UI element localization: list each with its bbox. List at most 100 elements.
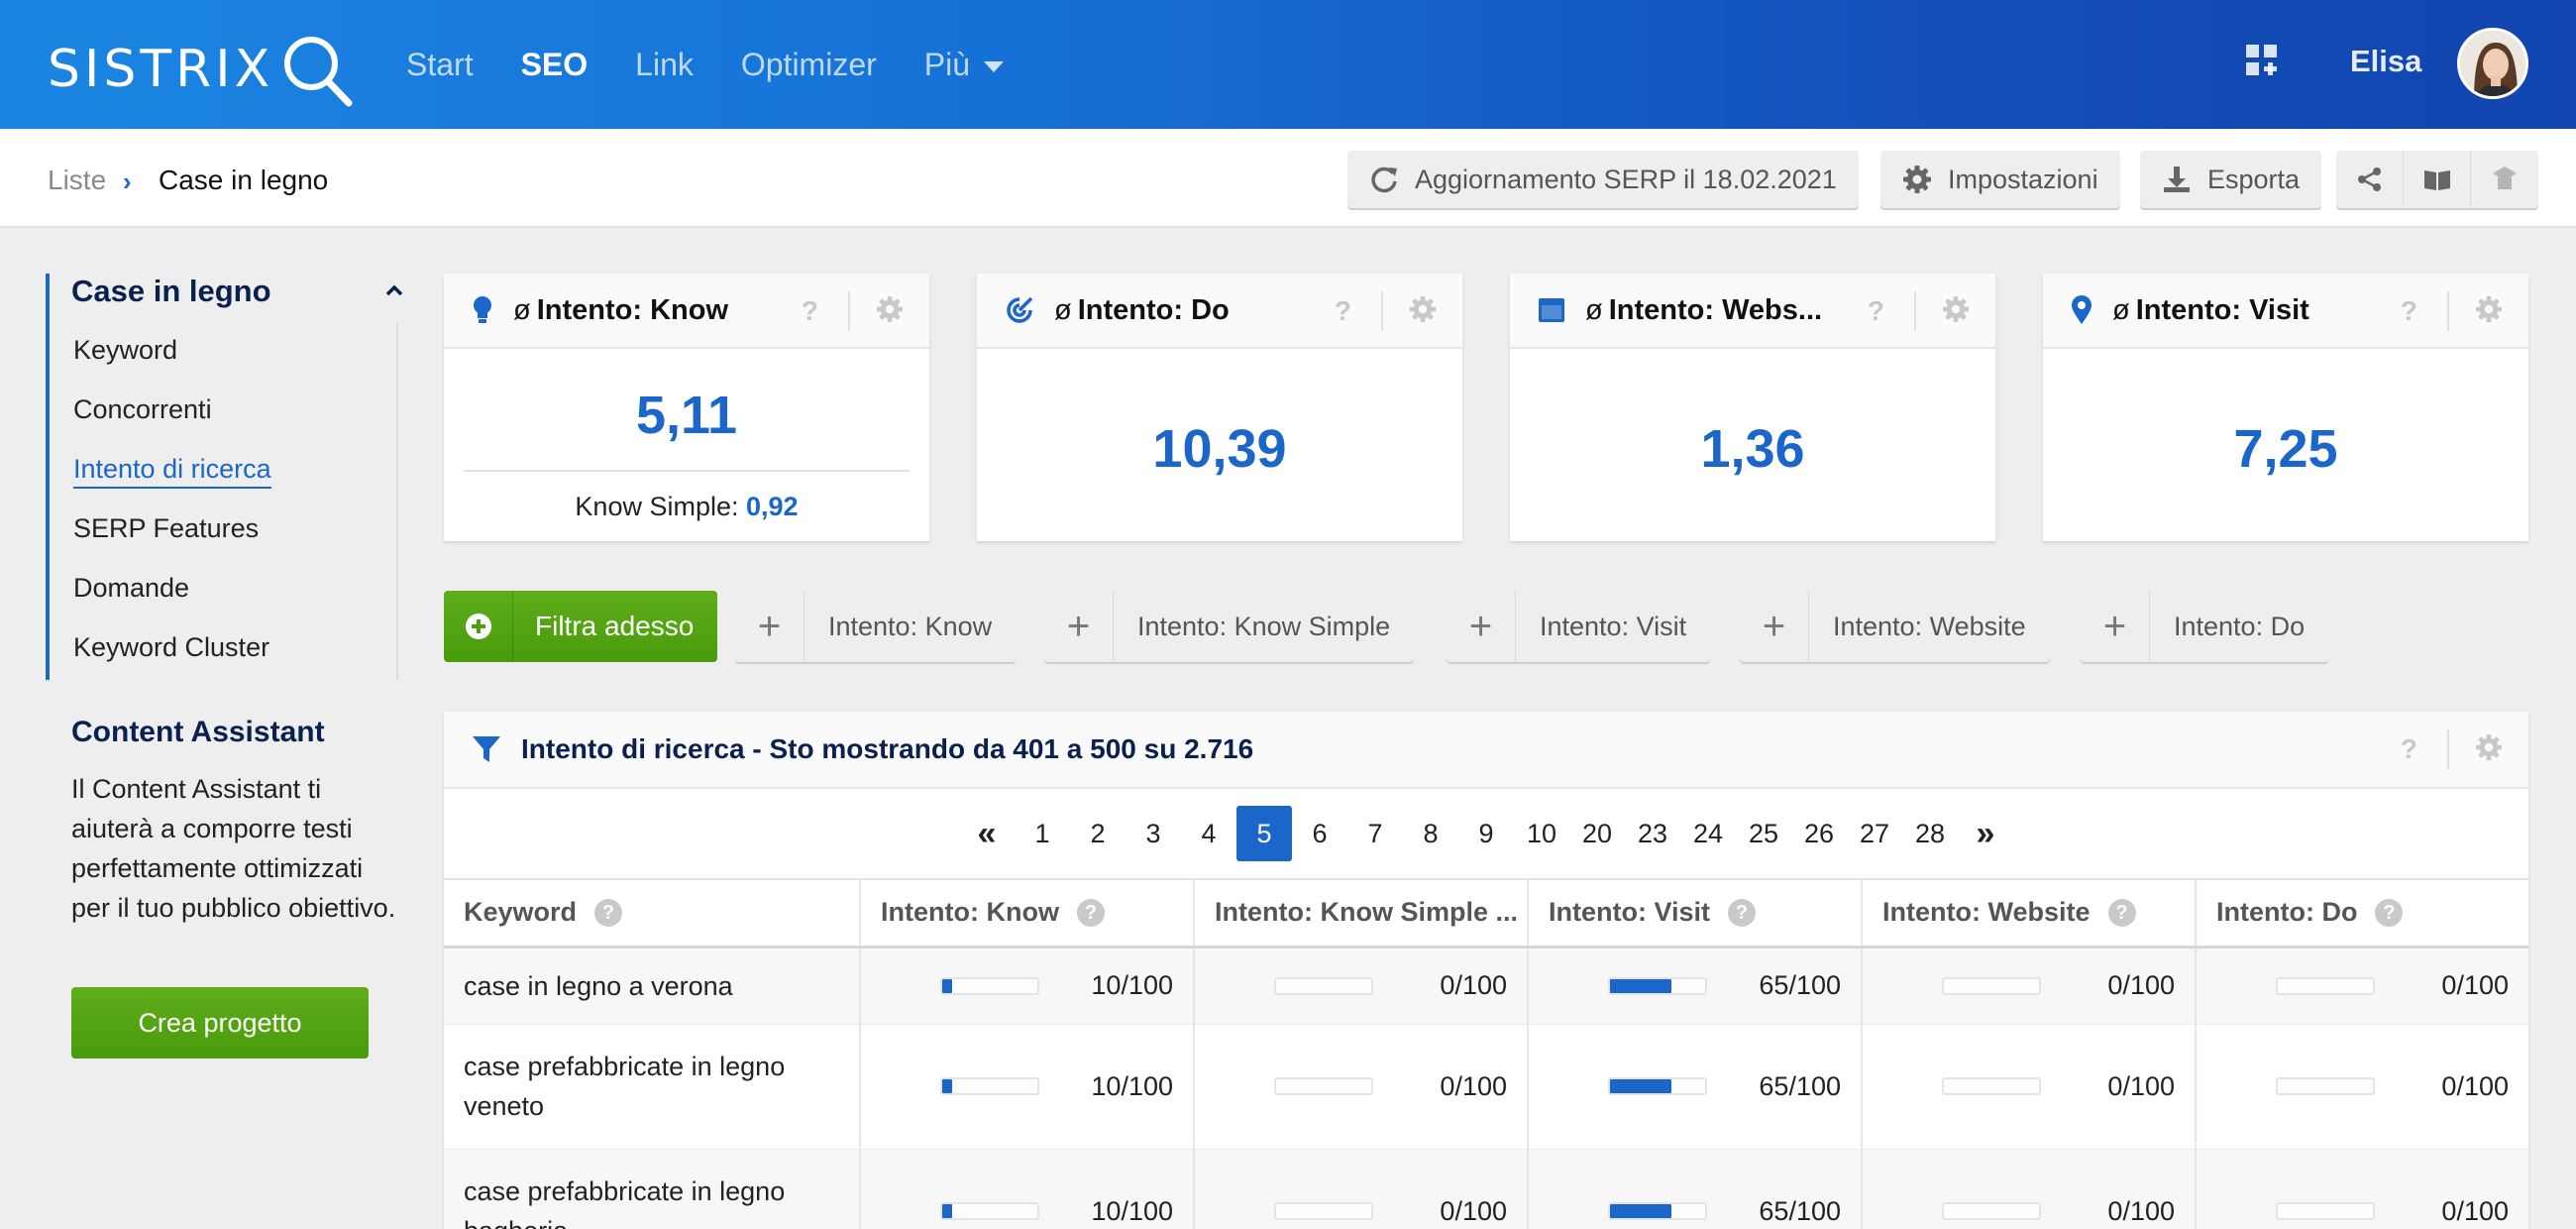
pagination-page-1[interactable]: 1 bbox=[1034, 818, 1050, 848]
filter-now-button[interactable]: Filtra adesso bbox=[444, 591, 717, 662]
sidebar-item-keyword[interactable]: Keyword bbox=[73, 335, 178, 365]
gear-icon[interactable] bbox=[1942, 295, 1970, 323]
pagination-page-7[interactable]: 7 bbox=[1367, 818, 1383, 848]
filter-chip-know[interactable]: + Intento: Know bbox=[735, 591, 1017, 662]
pagination-last-button[interactable]: » bbox=[1976, 814, 1995, 852]
sistrix-logo[interactable]: SISTRIX bbox=[48, 30, 355, 109]
breadcrumb-root-link[interactable]: Liste bbox=[48, 165, 107, 195]
score-bar bbox=[940, 976, 1039, 995]
average-symbol: ø bbox=[1585, 293, 1603, 326]
score-bar bbox=[940, 1077, 1039, 1095]
share-button[interactable] bbox=[2336, 151, 2404, 208]
create-project-button[interactable]: Crea progetto bbox=[71, 987, 369, 1059]
column-header-know[interactable]: Intento: Know? bbox=[860, 878, 1195, 949]
filter-chip-website[interactable]: + Intento: Website bbox=[1740, 591, 2050, 662]
kpi-header: ø Intento: Visit ? bbox=[2043, 274, 2528, 349]
score-bar bbox=[1274, 976, 1373, 995]
help-icon[interactable]: ? bbox=[594, 899, 623, 928]
sidebar-item-domande[interactable]: Domande bbox=[73, 573, 190, 603]
pagination-page-3[interactable]: 3 bbox=[1145, 818, 1161, 848]
pagination-page-4[interactable]: 4 bbox=[1201, 818, 1217, 848]
gear-icon[interactable] bbox=[876, 295, 904, 323]
settings-label: Impostazioni bbox=[1948, 164, 2098, 194]
pagination-page-10[interactable]: 10 bbox=[1526, 818, 1557, 848]
table-box-header: Intento di ricerca - Sto mostrando da 40… bbox=[444, 712, 2528, 789]
pagination-page-8[interactable]: 8 bbox=[1423, 818, 1439, 848]
pagination-page-2[interactable]: 2 bbox=[1090, 818, 1106, 848]
user-name[interactable]: Elisa bbox=[2350, 44, 2422, 78]
pagination-page-28[interactable]: 28 bbox=[1914, 818, 1946, 848]
pagination-page-5[interactable]: 5 bbox=[1236, 806, 1292, 861]
filter-chip-label: Intento: Do bbox=[2174, 611, 2306, 641]
help-icon[interactable]: ? bbox=[2400, 295, 2417, 326]
serp-update-button[interactable]: Aggiornamento SERP il 18.02.2021 bbox=[1347, 151, 1859, 208]
help-icon[interactable]: ? bbox=[2107, 899, 2136, 928]
pagination-page-25[interactable]: 25 bbox=[1748, 818, 1779, 848]
column-header-do[interactable]: Intento: Do? bbox=[2196, 878, 2528, 949]
help-icon[interactable]: ? bbox=[1334, 295, 1351, 326]
magnifier-logo-icon bbox=[284, 37, 353, 107]
kpi-box-know: ø Intento: Know ? 5,11 Know Simple: 0,92 bbox=[444, 274, 929, 541]
sidebar-item-intento-di-ricerca[interactable]: Intento di ricerca bbox=[73, 454, 271, 489]
avatar[interactable] bbox=[2457, 28, 2528, 99]
pagination-page-26[interactable]: 26 bbox=[1803, 818, 1835, 848]
sidebar-item-serp-features[interactable]: SERP Features bbox=[73, 513, 260, 543]
kpi-value: 7,25 bbox=[2233, 419, 2338, 479]
help-icon[interactable]: ? bbox=[2375, 899, 2404, 928]
nav-more[interactable]: Più bbox=[924, 47, 1005, 83]
pagination-page-27[interactable]: 27 bbox=[1859, 818, 1890, 848]
pagination-page-6[interactable]: 6 bbox=[1312, 818, 1328, 848]
keyword-cell[interactable]: case in legno a verona bbox=[444, 947, 861, 1025]
pagination-page-20[interactable]: 20 bbox=[1581, 818, 1613, 848]
filter-chip-know-simple[interactable]: + Intento: Know Simple bbox=[1044, 591, 1415, 662]
filter-chip-do[interactable]: + Intento: Do bbox=[2081, 591, 2329, 662]
score-value: 10/100 bbox=[1091, 1070, 1173, 1101]
sidebar-item-keyword-cluster[interactable]: Keyword Cluster bbox=[73, 632, 270, 662]
gear-icon[interactable] bbox=[2475, 295, 2503, 323]
top-navigation-bar: SISTRIX Start SEO Link Optimizer Più Eli… bbox=[0, 0, 2576, 129]
nav-optimizer[interactable]: Optimizer bbox=[740, 46, 877, 82]
score-bar bbox=[2276, 1077, 2375, 1095]
nav-start[interactable]: Start bbox=[406, 46, 474, 82]
kpi-header: ø Intento: Know ? bbox=[444, 274, 929, 349]
filter-chip-visit[interactable]: + Intento: Visit bbox=[1447, 591, 1711, 662]
pagination-page-9[interactable]: 9 bbox=[1478, 818, 1494, 848]
handbook-button[interactable] bbox=[2404, 151, 2471, 208]
search-intent-table-box: Intento di ricerca - Sto mostrando da 40… bbox=[444, 712, 2528, 1229]
intent-score-cell: 0/100 bbox=[2196, 1024, 2528, 1150]
learn-button[interactable] bbox=[2471, 151, 2538, 208]
pagination-page-23[interactable]: 23 bbox=[1637, 818, 1668, 848]
sidebar-item-concorrenti[interactable]: Concorrenti bbox=[73, 394, 212, 424]
funnel-icon bbox=[473, 736, 500, 762]
help-icon[interactable]: ? bbox=[801, 295, 818, 326]
lightbulb-icon bbox=[474, 296, 491, 323]
help-icon[interactable]: ? bbox=[1728, 899, 1757, 928]
column-header-website[interactable]: Intento: Website? bbox=[1862, 878, 2197, 949]
column-header-know-simple[interactable]: Intento: Know Simple ... bbox=[1194, 878, 1529, 949]
nav-seo[interactable]: SEO bbox=[520, 46, 589, 82]
help-icon[interactable]: ? bbox=[1867, 295, 1884, 326]
settings-button[interactable]: Impostazioni bbox=[1880, 151, 2120, 208]
nav-link[interactable]: Link bbox=[635, 46, 694, 82]
share-icon bbox=[2357, 168, 2381, 191]
apps-grid-icon[interactable] bbox=[2245, 44, 2279, 77]
intent-score-cell: 0/100 bbox=[1862, 1024, 2197, 1150]
plus-icon: + bbox=[1447, 591, 1516, 662]
column-header-keyword[interactable]: Keyword? bbox=[444, 878, 861, 949]
export-button[interactable]: Esporta bbox=[2140, 151, 2322, 208]
gear-icon[interactable] bbox=[2475, 733, 2503, 761]
pagination: «1 2 3 4 5 6 7 8 9 10 20 23 24 25 26 27 28» bbox=[444, 789, 2528, 878]
search-intent-table: Keyword? Intento: Know? Intento: Know Si… bbox=[444, 878, 2528, 1229]
chevron-up-icon[interactable] bbox=[384, 283, 404, 297]
gear-icon[interactable] bbox=[1409, 295, 1437, 323]
score-value: 0/100 bbox=[2107, 1070, 2175, 1101]
score-bar bbox=[1608, 1202, 1707, 1220]
keyword-cell[interactable]: case prefabbricate in legno veneto bbox=[444, 1024, 861, 1150]
keyword-cell[interactable]: case prefabbricate in legno bagheria bbox=[444, 1149, 861, 1229]
pagination-first-button[interactable]: « bbox=[977, 814, 997, 852]
sidebar-title[interactable]: Case in legno bbox=[71, 274, 271, 308]
help-icon[interactable]: ? bbox=[1076, 899, 1105, 928]
pagination-page-24[interactable]: 24 bbox=[1692, 818, 1724, 848]
column-header-visit[interactable]: Intento: Visit? bbox=[1528, 878, 1863, 949]
help-icon[interactable]: ? bbox=[2400, 733, 2417, 764]
